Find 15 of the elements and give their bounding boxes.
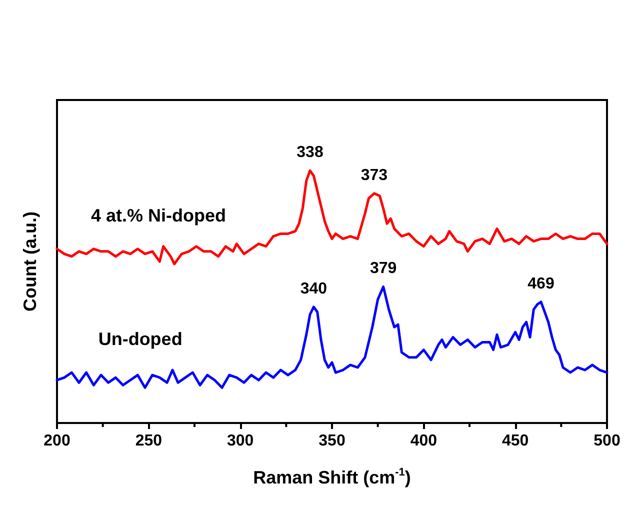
series-label: Un-doped [98, 329, 182, 350]
annotation: 340 [300, 280, 328, 298]
x-tick-label: 450 [502, 432, 529, 450]
annotation: 379 [370, 260, 397, 278]
x-tick-label: 300 [226, 432, 254, 450]
x-tick-label: 350 [318, 432, 346, 450]
series-label: 4 at.% Ni-doped [91, 205, 226, 226]
annotation: 338 [296, 144, 324, 162]
annotation: 373 [360, 166, 388, 184]
y-axis-title: Count (a.u.) [20, 212, 40, 312]
x-tick-label: 400 [410, 432, 438, 450]
annotation: 469 [528, 275, 554, 292]
x-tick-label: 200 [44, 432, 70, 450]
x-tick-label: 250 [135, 432, 162, 450]
x-tick-label: 500 [594, 432, 620, 450]
